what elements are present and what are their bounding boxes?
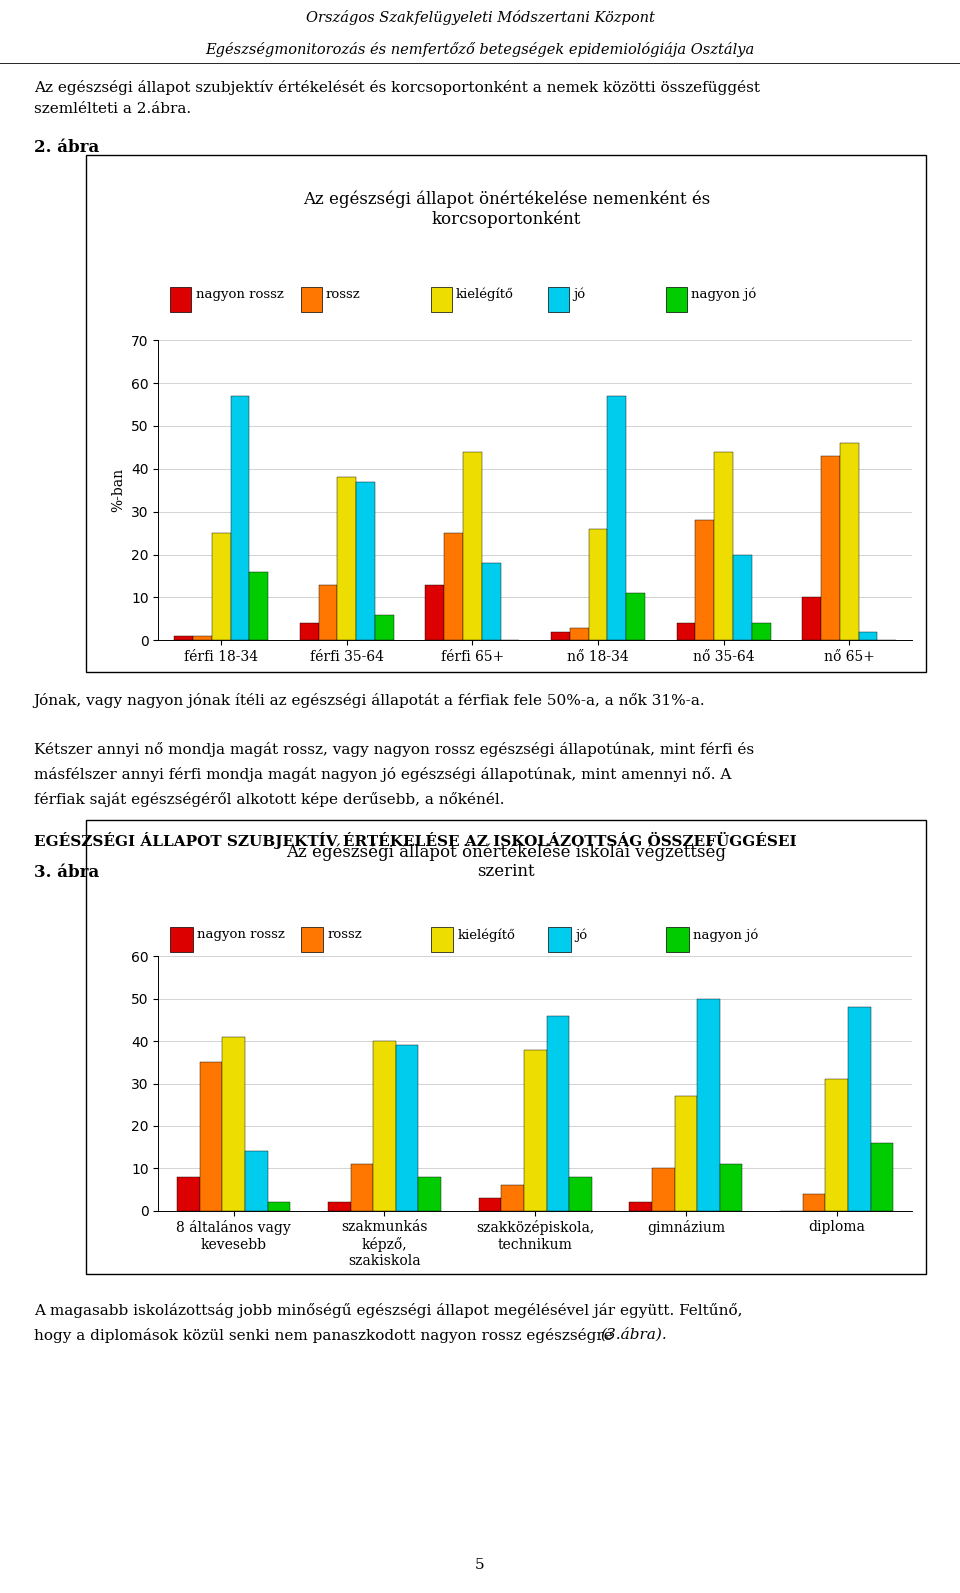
Bar bbox=[548, 287, 569, 312]
Bar bbox=[337, 478, 356, 640]
Text: rossz: rossz bbox=[325, 288, 361, 301]
Bar bbox=[608, 397, 626, 640]
Text: (3.ábra).: (3.ábra). bbox=[600, 1327, 667, 1343]
Text: A magasabb iskolázottság jobb minőségű egészségi állapot megélésével jár együtt.: A magasabb iskolázottság jobb minőségű e… bbox=[34, 1303, 742, 1317]
Bar bbox=[482, 564, 501, 640]
Bar bbox=[666, 287, 687, 312]
Text: Az egészségi állapot önértékelése nemenként és
korcsoportonként: Az egészségi állapot önértékelése nemenk… bbox=[302, 191, 710, 228]
Bar bbox=[328, 1203, 350, 1211]
Text: rossz: rossz bbox=[327, 929, 362, 941]
Bar bbox=[425, 585, 444, 640]
Text: 5: 5 bbox=[475, 1558, 485, 1572]
Text: Egészségmonitorozás és nemfertőző betegségek epidemiológiája Osztálya: Egészségmonitorozás és nemfertőző betegs… bbox=[205, 41, 755, 57]
Bar bbox=[396, 1045, 419, 1211]
Text: nagyon jó: nagyon jó bbox=[693, 929, 758, 941]
Text: Országos Szakfelügyeleti Módszertani Központ: Országos Szakfelügyeleti Módszertani Köz… bbox=[305, 10, 655, 25]
Bar bbox=[223, 1037, 245, 1211]
Text: másfélszer annyi férfi mondja magát nagyon jó egészségi állapotúnak, mint amenny: másfélszer annyi férfi mondja magát nagy… bbox=[34, 768, 731, 782]
Bar bbox=[300, 623, 319, 640]
Bar bbox=[245, 1152, 268, 1211]
Bar bbox=[652, 1168, 675, 1211]
Text: kielégítő: kielégítő bbox=[458, 929, 516, 941]
Bar bbox=[733, 554, 752, 640]
Bar bbox=[170, 287, 191, 312]
Bar bbox=[666, 927, 688, 953]
Bar bbox=[848, 1007, 871, 1211]
Bar bbox=[193, 636, 212, 640]
Text: jó: jó bbox=[574, 288, 586, 301]
Bar bbox=[319, 585, 337, 640]
Bar bbox=[821, 456, 840, 640]
Text: nagyon rossz: nagyon rossz bbox=[198, 929, 285, 941]
Bar bbox=[444, 534, 463, 640]
Text: Az egészségi állapot önértékelése iskolai végzettség
szerint: Az egészségi állapot önértékelése iskola… bbox=[286, 843, 727, 881]
Bar bbox=[714, 452, 733, 640]
Bar bbox=[501, 1185, 524, 1211]
Bar bbox=[300, 287, 322, 312]
Text: 2. ábra: 2. ábra bbox=[34, 139, 99, 156]
Text: férfiak saját egészségéről alkotott képe derűsebb, a nőkénél.: férfiak saját egészségéről alkotott képe… bbox=[34, 792, 504, 806]
Bar bbox=[174, 636, 193, 640]
Bar bbox=[630, 1203, 652, 1211]
Bar bbox=[546, 1016, 569, 1211]
Text: 3. ábra: 3. ábra bbox=[34, 863, 99, 881]
Bar bbox=[551, 632, 569, 640]
Bar bbox=[350, 1164, 373, 1211]
Text: Az egészségi állapot szubjektív értékelését és korcsoportonként a nemek közötti : Az egészségi állapot szubjektív értékelé… bbox=[34, 80, 759, 94]
Bar bbox=[212, 534, 230, 640]
Bar bbox=[858, 632, 877, 640]
Bar bbox=[569, 628, 588, 640]
Bar bbox=[200, 1063, 223, 1211]
Bar bbox=[250, 572, 268, 640]
Bar bbox=[697, 999, 720, 1211]
Text: nagyon rossz: nagyon rossz bbox=[196, 288, 283, 301]
Bar bbox=[431, 927, 453, 953]
Bar bbox=[178, 1177, 200, 1211]
Bar bbox=[356, 481, 375, 640]
Bar bbox=[479, 1198, 501, 1211]
Y-axis label: %-ban: %-ban bbox=[111, 468, 126, 513]
Text: hogy a diplomások közül senki nem panaszkodott nagyon rossz egészségre: hogy a diplomások közül senki nem panasz… bbox=[34, 1327, 617, 1343]
Bar bbox=[373, 1042, 396, 1211]
Bar bbox=[840, 443, 858, 640]
Bar bbox=[463, 452, 482, 640]
Bar bbox=[720, 1164, 742, 1211]
Bar bbox=[626, 593, 645, 640]
Text: szemlélteti a 2.ábra.: szemlélteti a 2.ábra. bbox=[34, 102, 191, 116]
Bar bbox=[677, 623, 695, 640]
Text: EGÉSZSÉGI ÁLLAPOT SZUBJEKTÍV ÉRTÉKELÉSE AZ ISKOLÁZOTTSÁG ÖSSZEFÜGGÉSEI: EGÉSZSÉGI ÁLLAPOT SZUBJEKTÍV ÉRTÉKELÉSE … bbox=[34, 832, 796, 849]
Text: Kétszer annyi nő mondja magát rossz, vagy nagyon rossz egészségi állapotúnak, mi: Kétszer annyi nő mondja magát rossz, vag… bbox=[34, 742, 754, 757]
Bar bbox=[803, 1193, 826, 1211]
Bar bbox=[752, 623, 771, 640]
Bar bbox=[588, 529, 608, 640]
Bar bbox=[675, 1096, 697, 1211]
Bar bbox=[230, 397, 250, 640]
Bar bbox=[419, 1177, 441, 1211]
Text: jó: jó bbox=[575, 929, 588, 941]
Bar bbox=[569, 1177, 591, 1211]
Bar bbox=[548, 927, 571, 953]
Text: Jónak, vagy nagyon jónak ítéli az egészségi állapotát a férfiak fele 50%-a, a nő: Jónak, vagy nagyon jónak ítéli az egészs… bbox=[34, 693, 706, 707]
Bar bbox=[524, 1050, 546, 1211]
Bar bbox=[170, 927, 193, 953]
Bar bbox=[300, 927, 324, 953]
Bar bbox=[803, 597, 821, 640]
Bar bbox=[695, 521, 714, 640]
Bar bbox=[826, 1080, 848, 1211]
Bar bbox=[431, 287, 452, 312]
Bar bbox=[375, 615, 394, 640]
Text: nagyon jó: nagyon jó bbox=[691, 288, 756, 301]
Text: kielégítő: kielégítő bbox=[456, 288, 514, 301]
Bar bbox=[871, 1142, 893, 1211]
Bar bbox=[268, 1203, 290, 1211]
